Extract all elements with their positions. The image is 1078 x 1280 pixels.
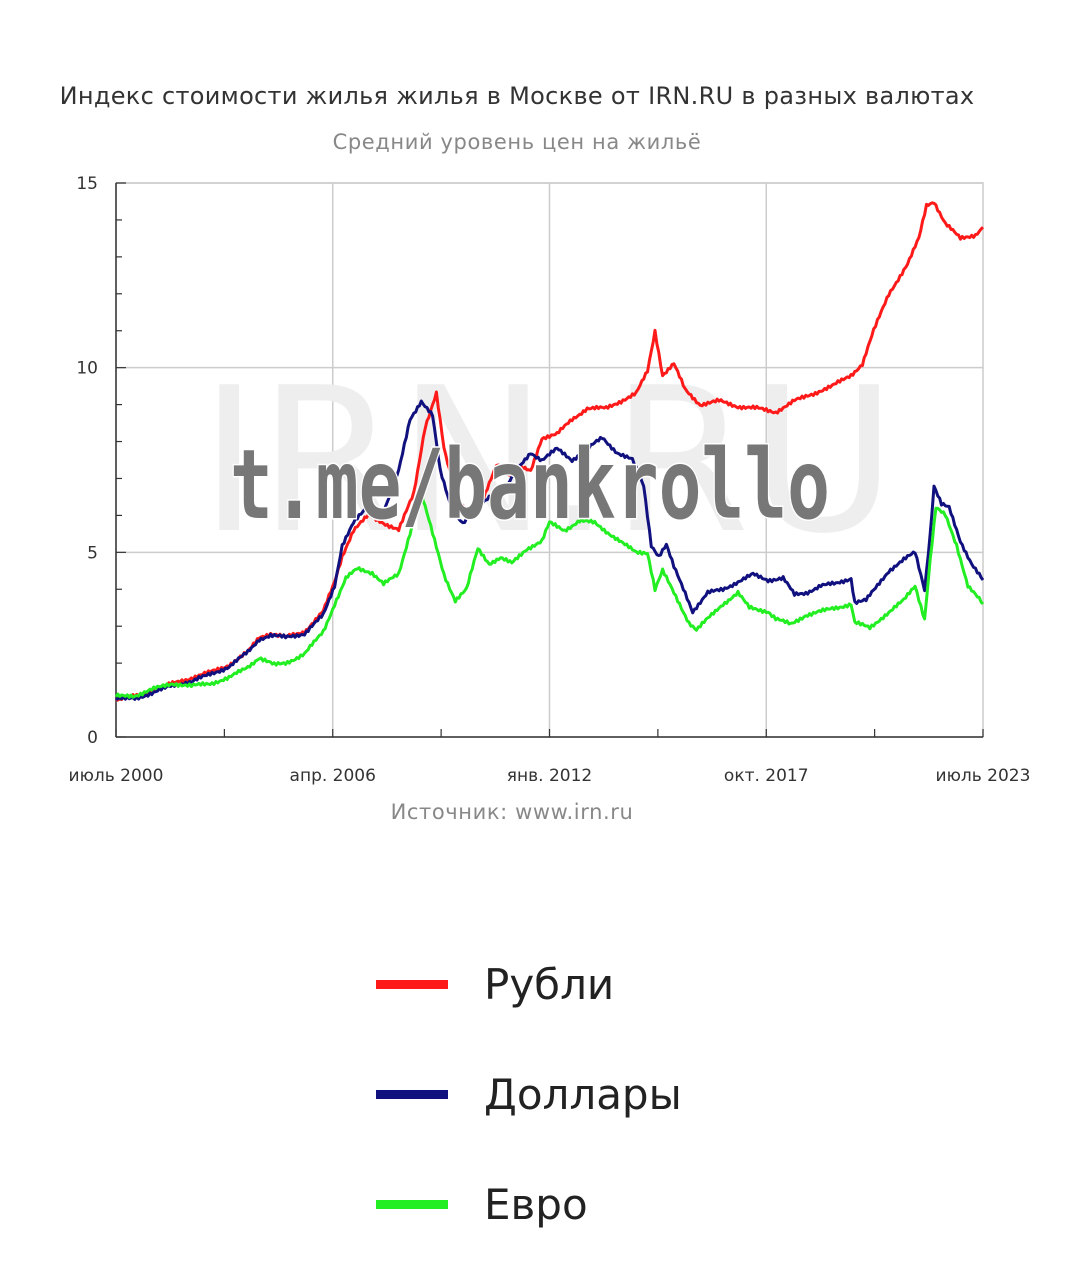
chart-title: Индекс стоимости жилья жилья в Москве от… — [59, 82, 975, 110]
tick-labels: 0 5 10 15 июль 2000 апр. 2006 янв. 2012 окт. 20… — [69, 174, 1031, 786]
series-lines — [114, 201, 985, 702]
x-tick-label: янв. 2012 — [507, 766, 592, 786]
legend-label: Евро — [484, 1179, 588, 1229]
watermarks: IRN.RU — [200, 345, 896, 578]
chart-subtitle: Средний уровень цен на жильё — [332, 130, 702, 154]
y-tick-label: 10 — [76, 359, 98, 379]
legend-item: Евро — [376, 1170, 682, 1238]
legend-swatch — [376, 979, 448, 989]
legend: Рубли Доллары Евро — [376, 950, 682, 1280]
x-tick-label: июль 2000 — [69, 766, 164, 786]
axes — [115, 182, 984, 738]
legend-label: Доллары — [484, 1069, 682, 1119]
line-chart: IRN.RU 0 5 10 15 июль 2000 апр. 2006 янв. 2012… — [69, 174, 1031, 786]
y-tick-label: 15 — [76, 174, 98, 194]
irn-watermark: IRN.RU — [200, 345, 896, 578]
series-line — [114, 399, 985, 702]
legend-item: Доллары — [376, 1060, 682, 1128]
legend-label: Рубли — [484, 959, 615, 1009]
series-line — [114, 490, 985, 699]
x-tick-label: июль 2023 — [936, 766, 1031, 786]
channel-watermark: t.me/bankrollo — [230, 429, 830, 541]
y-tick-label: 5 — [87, 543, 98, 563]
legend-swatch — [376, 1199, 448, 1209]
x-tick-label: окт. 2017 — [724, 766, 809, 786]
x-tick-label: апр. 2006 — [290, 766, 376, 786]
legend-swatch — [376, 1089, 448, 1099]
chart-source: Источник: www.irn.ru — [390, 800, 634, 824]
legend-item: Рубли — [376, 950, 682, 1018]
y-tick-label: 0 — [87, 728, 98, 748]
